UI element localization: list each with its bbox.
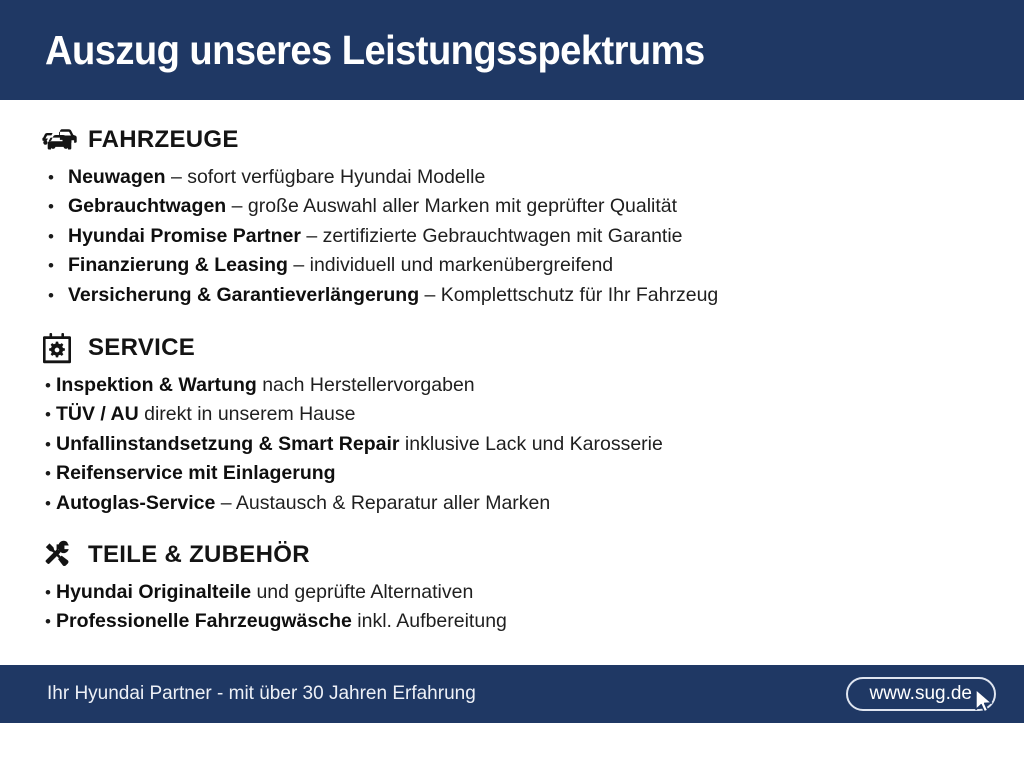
section-fahrzeuge: FAHRZEUGE • Neuwagen – sofort verfügbare…: [42, 123, 718, 310]
item-desc: inklusive Lack und Karosserie: [399, 432, 663, 455]
list-item: • TÜV / AU direkt in unserem Hause: [42, 400, 663, 429]
calendar-gear-icon: [42, 332, 80, 364]
page-title: Auszug unseres Leistungsspektrums: [45, 26, 705, 73]
list-item: • Gebrauchtwagen – große Auswahl aller M…: [42, 192, 718, 221]
item-desc: – große Auswahl aller Marken mit geprüft…: [226, 195, 678, 218]
item-desc: – Austausch & Reparatur aller Marken: [215, 491, 551, 514]
item-term: Hyundai Promise Partner: [68, 224, 301, 247]
section-header-teile: TEILE & ZUBEHÖR: [42, 538, 507, 572]
item-desc: nach Herstellervorgaben: [256, 374, 475, 396]
item-term: Unfallinstandsetzung & Smart Repair: [56, 432, 400, 455]
bullet-icon: •: [48, 168, 54, 187]
list-item: • Autoglas-Service – Austausch & Reparat…: [42, 489, 663, 518]
wrench-screwdriver-icon: [42, 539, 80, 571]
list-item: • Finanzierung & Leasing – individuell u…: [42, 251, 718, 280]
list-item: • Hyundai Originalteile und geprüfte Alt…: [42, 578, 507, 607]
item-desc: – zertifizierte Gebrauchtwagen mit Garan…: [301, 224, 683, 247]
section-header-fahrzeuge: FAHRZEUGE: [42, 123, 718, 157]
list-item: • Versicherung & Garantieverlängerung – …: [42, 281, 718, 310]
list-item: • Professionelle Fahrzeugwäsche inkl. Au…: [42, 607, 507, 636]
bullet-icon: •: [48, 197, 54, 217]
item-term: Professionelle Fahrzeugwäsche: [56, 610, 352, 633]
mouse-pointer-icon: [974, 688, 996, 714]
footer-bar: Ihr Hyundai Partner - mit über 30 Jahren…: [0, 665, 1024, 723]
list-item: • Reifenservice mit Einlagerung: [42, 459, 663, 488]
item-term: Reifenservice mit Einlagerung: [56, 462, 336, 485]
item-desc: und geprüfte Alternativen: [251, 581, 474, 603]
item-desc: – Komplettschutz für Ihr Fahrzeug: [419, 283, 719, 306]
bullet-icon: •: [45, 464, 51, 484]
bullet-icon: •: [45, 583, 51, 602]
bullet-icon: •: [45, 376, 51, 395]
item-term: Inspektion & Wartung: [56, 374, 257, 396]
list-item: • Neuwagen – sofort verfügbare Hyundai M…: [42, 163, 718, 192]
item-desc: inkl. Aufbereitung: [351, 610, 507, 633]
item-term: Autoglas-Service: [56, 491, 216, 514]
footer-tagline: Ihr Hyundai Partner - mit über 30 Jahren…: [47, 683, 476, 704]
section-title: SERVICE: [88, 334, 196, 361]
website-link-group[interactable]: www.sug.de: [845, 676, 996, 714]
section-title: FAHRZEUGE: [88, 126, 239, 153]
two-cars-icon: [42, 124, 80, 156]
content-area: FAHRZEUGE • Neuwagen – sofort verfügbare…: [0, 100, 1024, 665]
item-term: Versicherung & Garantieverlängerung: [68, 283, 420, 306]
bullet-list-service: • Inspektion & Wartung nach Herstellervo…: [42, 371, 663, 518]
header-bar: Auszug unseres Leistungsspektrums: [0, 0, 1024, 100]
bullet-list-fahrzeuge: • Neuwagen – sofort verfügbare Hyundai M…: [42, 163, 718, 310]
bullet-list-teile: • Hyundai Originalteile und geprüfte Alt…: [42, 578, 507, 637]
list-item: • Inspektion & Wartung nach Herstellervo…: [42, 371, 663, 400]
section-service: SERVICE • Inspektion & Wartung nach Hers…: [42, 331, 663, 518]
bullet-icon: •: [45, 405, 51, 425]
section-teile-zubehoer: TEILE & ZUBEHÖR • Hyundai Originalteile …: [42, 538, 507, 637]
item-term: Finanzierung & Leasing: [68, 254, 288, 277]
item-desc: – sofort verfügbare Hyundai Modelle: [165, 166, 486, 188]
bottom-white-margin: [0, 723, 1024, 768]
item-term: Hyundai Originalteile: [56, 581, 252, 603]
bullet-icon: •: [48, 285, 54, 305]
bullet-icon: •: [48, 226, 54, 246]
section-header-service: SERVICE: [42, 331, 663, 365]
bullet-icon: •: [45, 434, 51, 454]
item-term: Gebrauchtwagen: [68, 195, 227, 218]
bullet-icon: •: [45, 493, 51, 513]
item-term: Neuwagen: [68, 166, 166, 188]
item-desc: direkt in unserem Hause: [138, 403, 356, 426]
list-item: • Unfallinstandsetzung & Smart Repair in…: [42, 430, 663, 459]
website-url-button[interactable]: www.sug.de: [845, 677, 996, 711]
section-title: TEILE & ZUBEHÖR: [88, 541, 310, 568]
bullet-icon: •: [48, 256, 54, 276]
list-item: • Hyundai Promise Partner – zertifiziert…: [42, 222, 718, 251]
bullet-icon: •: [45, 612, 51, 632]
item-term: TÜV / AU: [56, 403, 139, 426]
item-desc: – individuell und markenübergreifend: [287, 254, 614, 277]
